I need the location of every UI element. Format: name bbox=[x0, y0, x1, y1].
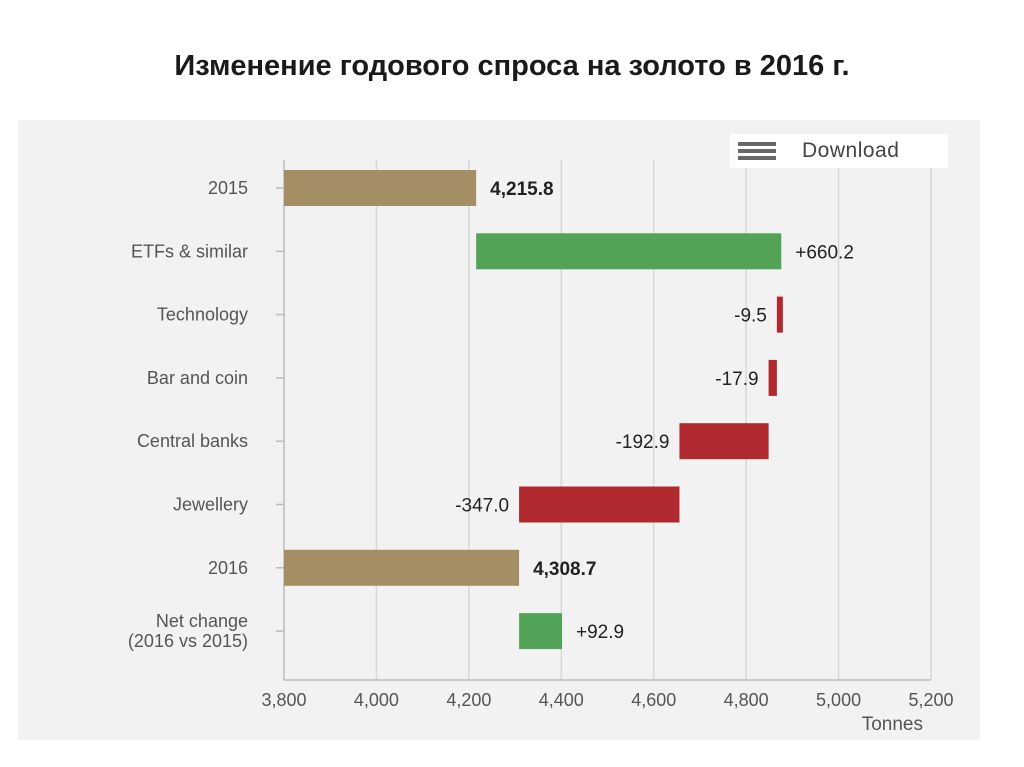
bar-total bbox=[284, 170, 477, 206]
data-label: -347.0 bbox=[455, 496, 509, 517]
x-tick-label: 4,400 bbox=[539, 690, 584, 710]
bar-negative bbox=[679, 423, 769, 460]
x-tick-label: 4,000 bbox=[354, 690, 399, 710]
x-tick-label: 4,200 bbox=[446, 690, 491, 710]
data-label: -17.9 bbox=[715, 369, 758, 390]
category-label: Central banks bbox=[137, 431, 248, 451]
data-label: 4,215.8 bbox=[490, 179, 553, 200]
data-label: -192.9 bbox=[616, 432, 670, 453]
data-label: -9.5 bbox=[734, 306, 767, 327]
category-label: Bar and coin bbox=[147, 368, 248, 388]
download-label: Download bbox=[802, 139, 900, 162]
menu-icon bbox=[738, 141, 776, 161]
category-label: 2016 bbox=[208, 558, 248, 578]
category-label: Net change bbox=[156, 611, 248, 631]
slide-title: Изменение годового спроса на золото в 20… bbox=[174, 50, 850, 82]
x-tick-label: 5,200 bbox=[908, 690, 953, 710]
chart-panel: 3,800 4,000 4,200 4,400 4,600 4,800 5,000 5,200… bbox=[18, 120, 980, 740]
category-label: Technology bbox=[157, 305, 248, 325]
bar-negative bbox=[776, 296, 783, 333]
data-label: +92.9 bbox=[576, 622, 624, 643]
category-label: (2016 vs 2015) bbox=[128, 631, 248, 651]
bar-positive bbox=[476, 233, 782, 270]
x-tick-label: 3,800 bbox=[261, 690, 306, 710]
bar-negative bbox=[519, 486, 680, 523]
waterfall-chart: 3,800 4,000 4,200 4,400 4,600 4,800 5,000 5,200… bbox=[128, 160, 954, 735]
x-tick-label: 5,000 bbox=[816, 690, 861, 710]
x-tick-label: 4,600 bbox=[631, 690, 676, 710]
category-label: ETFs & similar bbox=[131, 241, 248, 261]
x-axis-title: Tonnes bbox=[862, 714, 923, 735]
bar-total bbox=[284, 549, 520, 586]
category-label: Jewellery bbox=[173, 495, 248, 515]
bar-negative bbox=[768, 359, 777, 396]
download-button[interactable]: Download bbox=[730, 134, 948, 168]
data-label: 4,308.7 bbox=[533, 559, 596, 580]
x-tick-label: 4,800 bbox=[724, 690, 769, 710]
bar-positive bbox=[519, 613, 563, 650]
data-label: +660.2 bbox=[795, 242, 854, 263]
category-label: 2015 bbox=[208, 178, 248, 198]
